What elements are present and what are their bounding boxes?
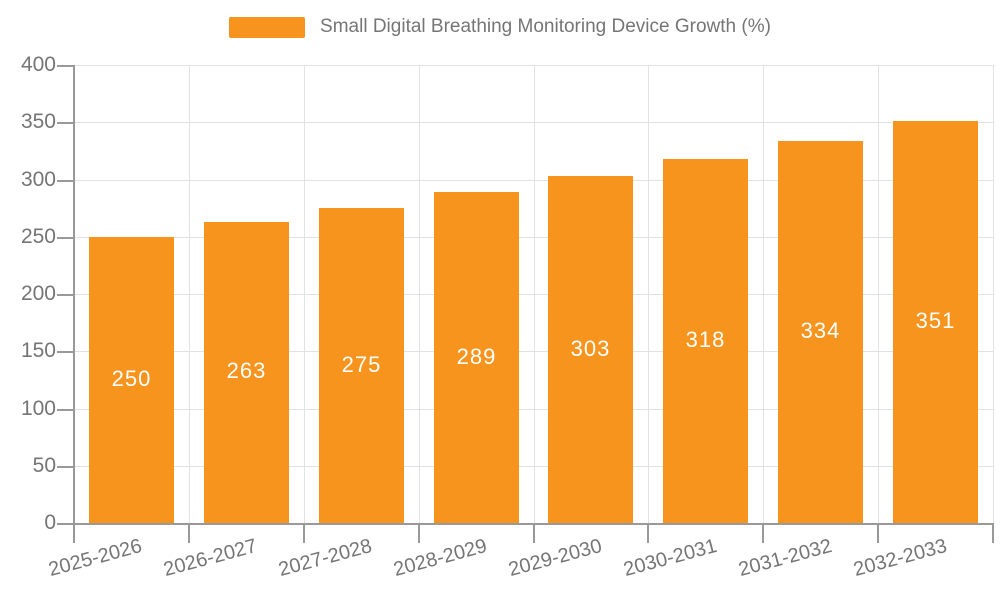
x-tick-label: 2032-2033 bbox=[851, 535, 950, 582]
y-tick-mark bbox=[57, 523, 73, 525]
x-tick-label: 2027-2028 bbox=[276, 535, 375, 582]
bar[interactable] bbox=[89, 237, 174, 523]
y-tick-label: 150 bbox=[20, 339, 56, 362]
gridline-vertical bbox=[763, 65, 764, 523]
x-tick-mark bbox=[762, 525, 764, 543]
bar[interactable] bbox=[548, 176, 633, 523]
gridline-horizontal bbox=[74, 294, 993, 295]
gridline-horizontal bbox=[74, 122, 993, 123]
gridline-horizontal bbox=[74, 351, 993, 352]
bar[interactable] bbox=[893, 121, 978, 523]
x-tick-mark bbox=[647, 525, 649, 543]
x-tick-label: 2026-2027 bbox=[161, 535, 260, 582]
x-tick-mark bbox=[303, 525, 305, 543]
legend-label: Small Digital Breathing Monitoring Devic… bbox=[320, 16, 771, 37]
bar-value-label: 351 bbox=[915, 308, 956, 333]
bar-value-label: 303 bbox=[570, 336, 611, 361]
y-tick-mark bbox=[57, 466, 73, 468]
bar[interactable] bbox=[663, 159, 748, 523]
x-tick-mark bbox=[418, 525, 420, 543]
y-tick-mark bbox=[57, 294, 73, 296]
bar[interactable] bbox=[319, 208, 404, 523]
x-tick-mark bbox=[877, 525, 879, 543]
gridline-vertical bbox=[419, 65, 420, 523]
y-tick-mark bbox=[57, 409, 73, 411]
y-tick-label: 300 bbox=[20, 168, 56, 191]
gridline-horizontal bbox=[74, 237, 993, 238]
x-tick-mark bbox=[533, 525, 535, 543]
bar-value-label: 334 bbox=[800, 318, 841, 343]
bar[interactable] bbox=[204, 222, 289, 523]
gridline-horizontal bbox=[74, 409, 993, 410]
y-tick-mark bbox=[57, 180, 73, 182]
x-tick-label: 2031-2032 bbox=[736, 535, 835, 582]
x-tick-label: 2028-2029 bbox=[391, 535, 490, 582]
bar[interactable] bbox=[434, 192, 519, 523]
gridline-horizontal bbox=[74, 180, 993, 181]
gridline-horizontal bbox=[74, 65, 993, 66]
gridline-horizontal bbox=[74, 466, 993, 467]
x-tick-mark bbox=[188, 525, 190, 543]
gridline-vertical bbox=[878, 65, 879, 523]
gridline-vertical bbox=[189, 65, 190, 523]
bar[interactable] bbox=[778, 141, 863, 523]
chart-legend[interactable]: Small Digital Breathing Monitoring Devic… bbox=[0, 16, 1000, 38]
x-tick-label: 2029-2030 bbox=[506, 535, 605, 582]
bar-value-label: 250 bbox=[111, 366, 152, 391]
x-tick-mark bbox=[992, 525, 994, 543]
y-tick-label: 50 bbox=[32, 454, 56, 477]
y-tick-mark bbox=[57, 237, 73, 239]
y-tick-mark bbox=[57, 122, 73, 124]
y-tick-label: 100 bbox=[20, 397, 56, 420]
y-tick-label: 250 bbox=[20, 225, 56, 248]
y-tick-mark bbox=[57, 65, 73, 67]
y-tick-mark bbox=[57, 351, 73, 353]
gridline-vertical bbox=[304, 65, 305, 523]
bar-value-label: 289 bbox=[456, 344, 497, 369]
legend-swatch bbox=[229, 16, 306, 38]
bar-value-label: 275 bbox=[341, 352, 382, 377]
x-tick-mark bbox=[73, 525, 75, 543]
y-tick-label: 350 bbox=[20, 110, 56, 133]
x-axis-line bbox=[73, 523, 994, 525]
gridline-vertical bbox=[534, 65, 535, 523]
y-tick-label: 200 bbox=[20, 282, 56, 305]
y-tick-label: 400 bbox=[20, 53, 56, 76]
bar-value-label: 263 bbox=[226, 358, 267, 383]
y-tick-label: 0 bbox=[44, 511, 56, 534]
y-axis-line bbox=[73, 65, 75, 525]
bar-value-label: 318 bbox=[685, 327, 726, 352]
gridline-vertical bbox=[648, 65, 649, 523]
x-tick-label: 2025-2026 bbox=[46, 535, 145, 582]
gridline-vertical bbox=[993, 65, 994, 523]
x-tick-label: 2030-2031 bbox=[621, 535, 720, 582]
